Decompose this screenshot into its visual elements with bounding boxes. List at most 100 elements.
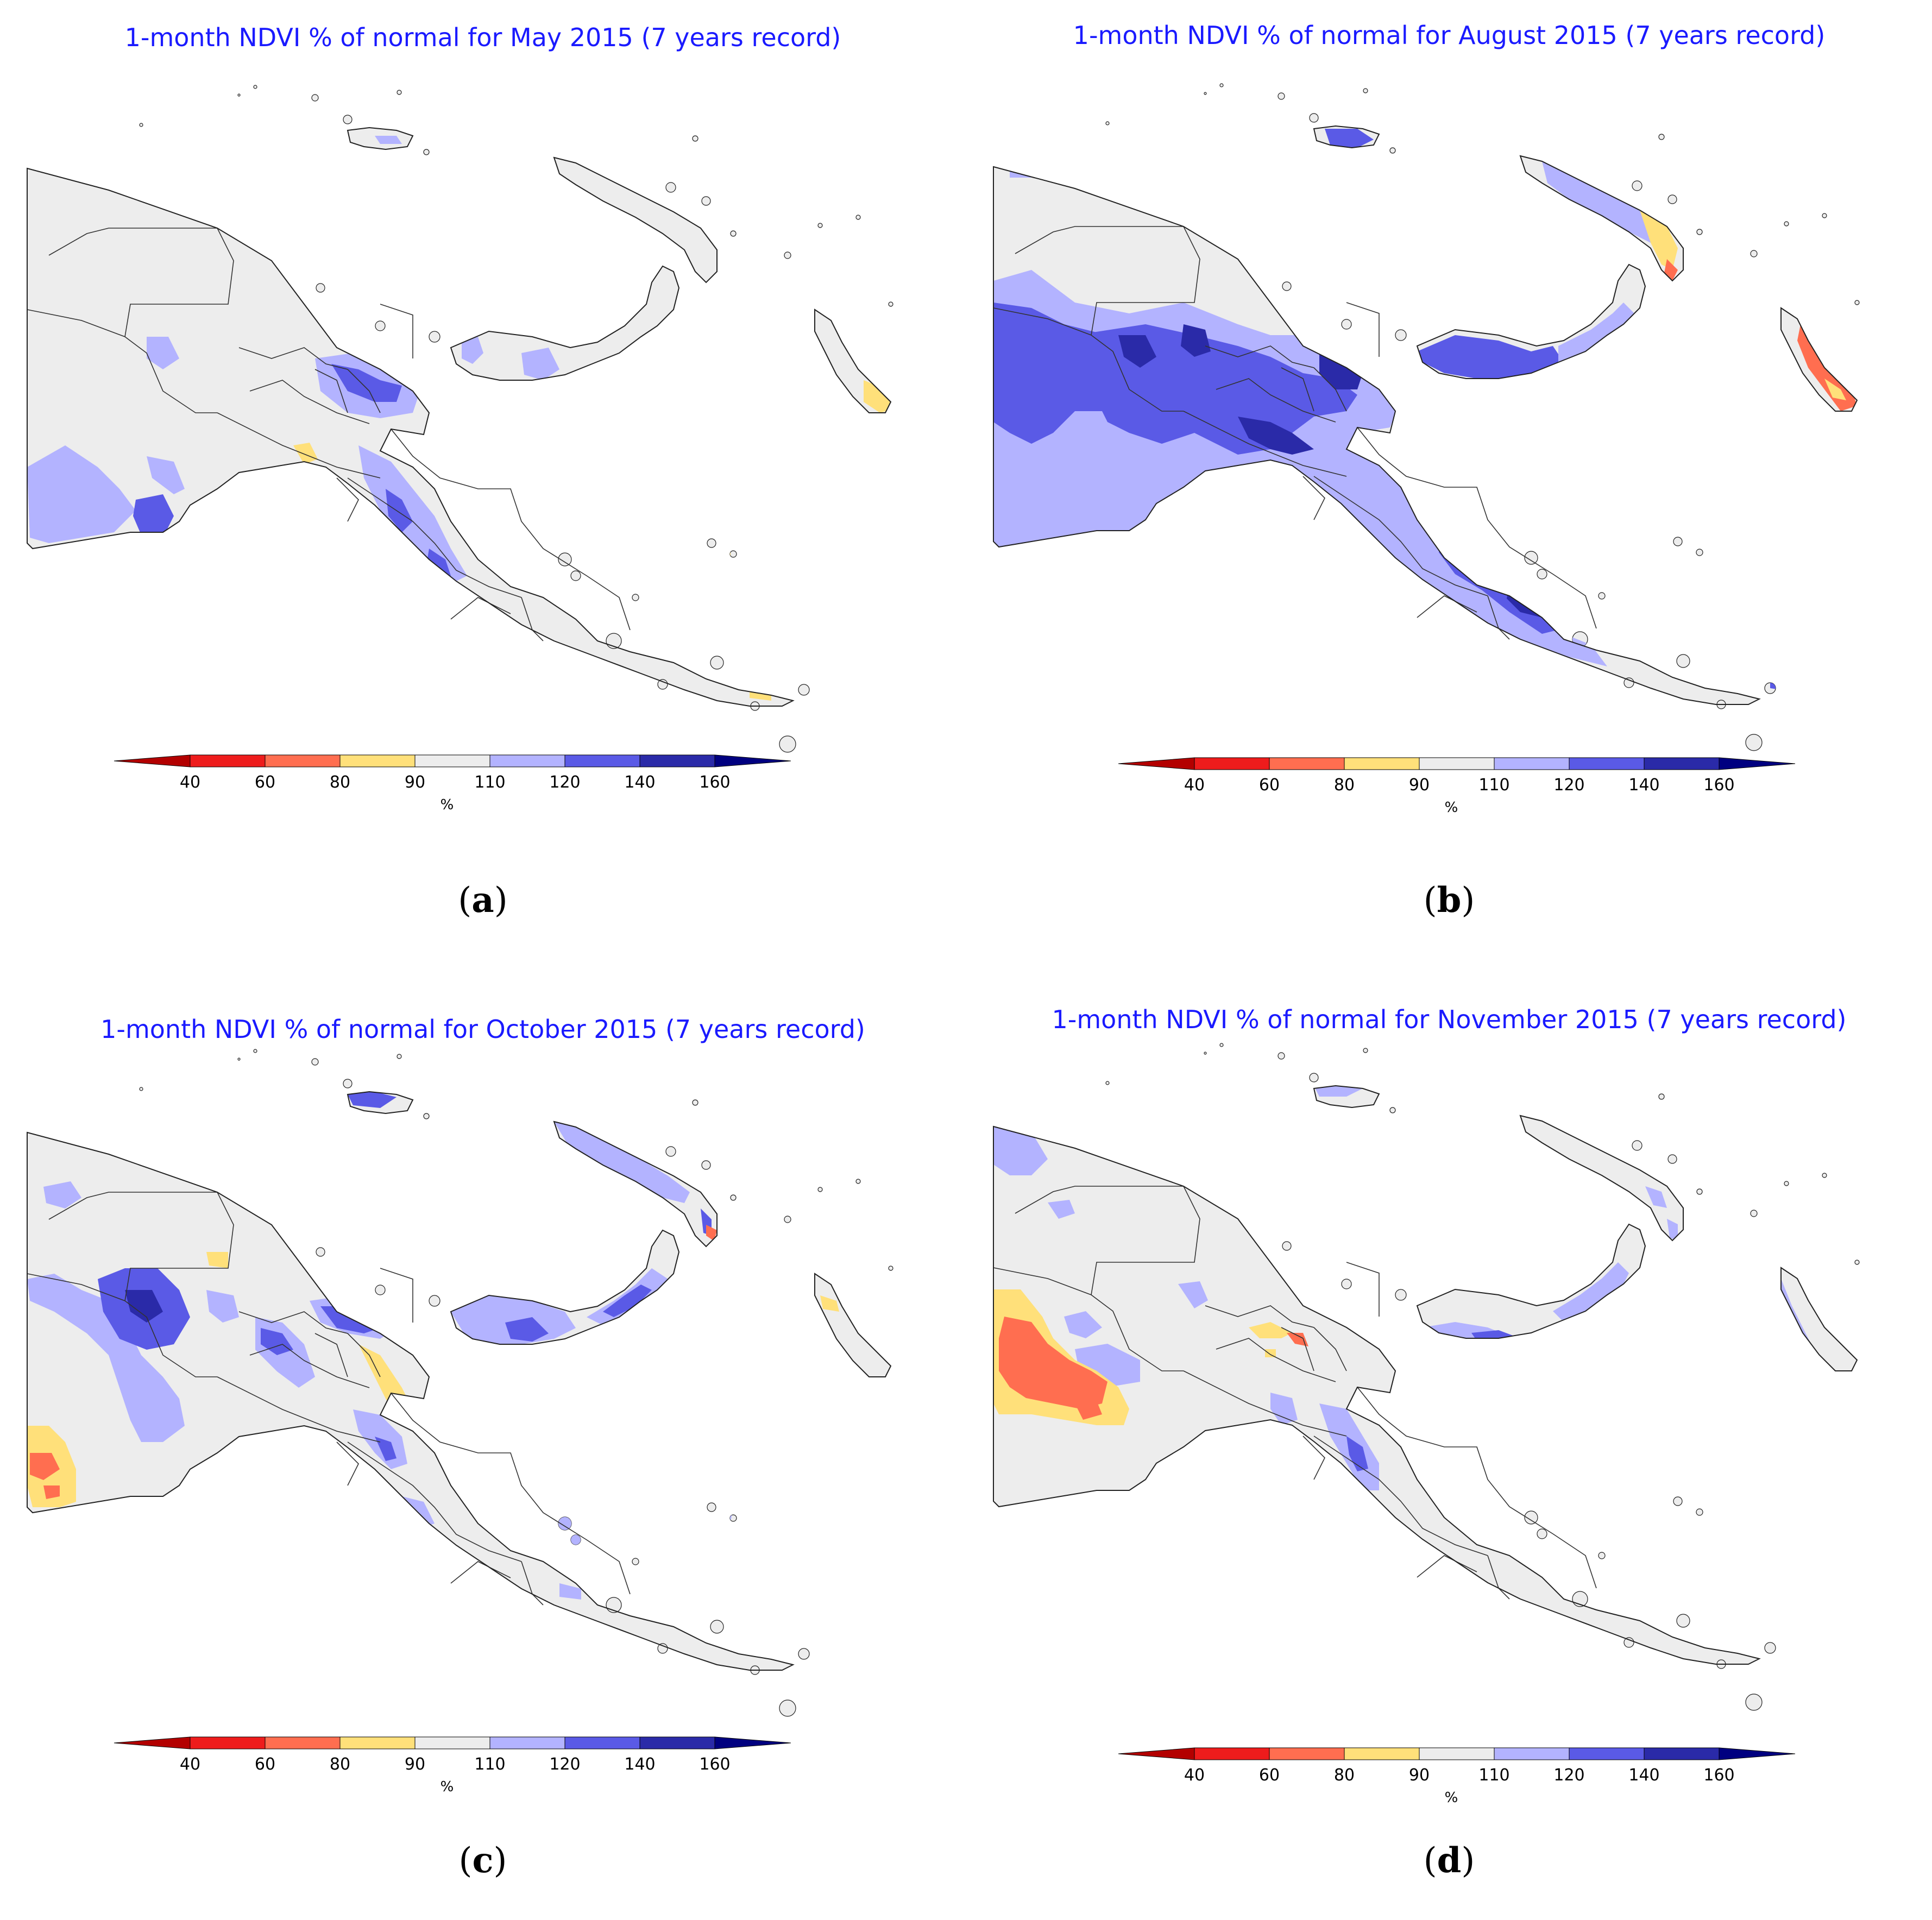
anomaly-area-wetter — [505, 1317, 549, 1342]
coastline-bougainville — [814, 1273, 892, 1377]
islet — [1676, 654, 1690, 668]
province-boundary — [1183, 411, 1347, 477]
colorbar-tick-label: 140 — [624, 1755, 655, 1774]
anomaly-area-dry-severe — [999, 1317, 1107, 1409]
province-boundary — [124, 304, 163, 337]
colorbar-tick-label: 110 — [1478, 1766, 1509, 1785]
islet — [707, 538, 716, 548]
anomaly-area-wet — [27, 445, 136, 543]
colorbar-cell — [1269, 757, 1345, 770]
islet — [237, 1057, 241, 1061]
islet — [730, 230, 737, 237]
province-boundary — [1346, 302, 1380, 357]
islet — [1667, 1154, 1677, 1164]
anomaly-area-wet — [1558, 303, 1634, 362]
islet — [1395, 1289, 1407, 1301]
colorbar-cell — [639, 1736, 715, 1749]
islet — [1204, 92, 1207, 95]
islet — [632, 1558, 639, 1565]
anomaly-area-wet — [1542, 161, 1667, 243]
islet — [570, 570, 581, 581]
province-boundary — [238, 1311, 348, 1334]
land-mainland — [993, 1126, 1759, 1664]
colorbar-cell — [339, 1736, 416, 1749]
province-boundary — [1346, 1262, 1380, 1317]
coastline-manus — [1313, 1085, 1380, 1109]
land-new-britain — [1417, 1224, 1645, 1338]
colorbar-tick-label: 40 — [180, 773, 200, 792]
colorbar-cell — [1344, 1747, 1420, 1760]
colorbar-tick-label: 90 — [1409, 1766, 1430, 1785]
panel-b: 1-month NDVI % of normal for August 2015… — [966, 0, 1932, 960]
province-boundary — [217, 412, 381, 479]
islet — [423, 149, 430, 155]
islet — [888, 1266, 893, 1271]
colorbar-tick-label: 160 — [1703, 776, 1734, 795]
islet — [1395, 329, 1407, 341]
province-boundary — [347, 369, 381, 413]
islet — [855, 215, 861, 220]
panel-d: 1-month NDVI % of normal for November 20… — [966, 960, 1932, 1920]
anomaly-area-wet — [1178, 1281, 1208, 1308]
colorbar-tick-label: 160 — [699, 1755, 730, 1774]
islet — [665, 182, 676, 193]
colorbar-tick-label: 110 — [474, 1755, 505, 1774]
islet — [1524, 551, 1538, 565]
anomaly-area-wettest — [1319, 351, 1363, 389]
colorbar-tick-label: 90 — [1409, 776, 1430, 795]
coastline-new-britain — [1416, 1223, 1646, 1339]
colorbar-cell — [190, 754, 266, 767]
colorbar-extend-high — [1719, 1747, 1796, 1760]
colorbar-tick-label: 80 — [1334, 776, 1355, 795]
islet — [701, 1160, 711, 1170]
anomaly-area-dry — [1824, 379, 1846, 400]
colorbar-tick-label: 110 — [474, 773, 505, 792]
anomaly-area-wetter — [320, 1306, 380, 1333]
islet — [657, 1643, 668, 1654]
colorbar-tick-label: 40 — [1184, 776, 1205, 795]
province-boundary — [347, 1441, 522, 1562]
anomaly-area-wet — [1645, 1186, 1667, 1208]
islet — [253, 85, 257, 89]
islet — [1822, 213, 1827, 218]
islet — [710, 1620, 724, 1634]
islet — [1696, 229, 1703, 235]
province-boundary — [238, 347, 348, 370]
colorbar-extend-high — [714, 754, 791, 767]
province-boundary — [1205, 1305, 1314, 1328]
province-boundary — [1216, 1338, 1336, 1382]
anomaly-area-wet — [1048, 1200, 1075, 1219]
anomaly-area-wetter — [1325, 129, 1374, 148]
anomaly-area-wettest — [1181, 324, 1211, 357]
colorbar-unit-label: % — [440, 797, 454, 813]
anomaly-area-dry — [1379, 1523, 1395, 1539]
land-mainland — [993, 167, 1759, 704]
islet — [1282, 281, 1292, 291]
islet — [1282, 1241, 1292, 1251]
islet — [798, 684, 810, 696]
colorbar-cell — [564, 1736, 640, 1749]
panel-c-label: (c) — [458, 1840, 507, 1881]
islet — [343, 1079, 353, 1088]
colorbar-unit-label: % — [440, 1779, 454, 1795]
islet — [1764, 1642, 1776, 1654]
province-boundary — [391, 429, 631, 631]
coastline-new-ireland — [1519, 155, 1684, 282]
anomaly-area-wet — [559, 1583, 581, 1600]
province-boundary — [1357, 1387, 1597, 1589]
panel-b-title: 1-month NDVI % of normal for August 2015… — [1073, 21, 1826, 50]
anomaly-area-wetter — [1417, 335, 1564, 379]
islet — [1277, 1052, 1285, 1060]
islet — [1784, 221, 1789, 226]
coastline-manus — [347, 127, 414, 150]
islet — [692, 135, 698, 142]
islet — [1309, 113, 1319, 123]
anomaly-area-dry-severe — [1287, 1333, 1308, 1346]
islet — [237, 93, 241, 97]
colorbar-tick-label: 110 — [1478, 776, 1509, 795]
islet — [657, 679, 668, 690]
islet — [423, 1113, 430, 1119]
islet — [798, 1648, 810, 1660]
colorbar-tick-label: 120 — [1553, 1766, 1584, 1785]
colorbar-tick-label: 160 — [1703, 1766, 1734, 1785]
